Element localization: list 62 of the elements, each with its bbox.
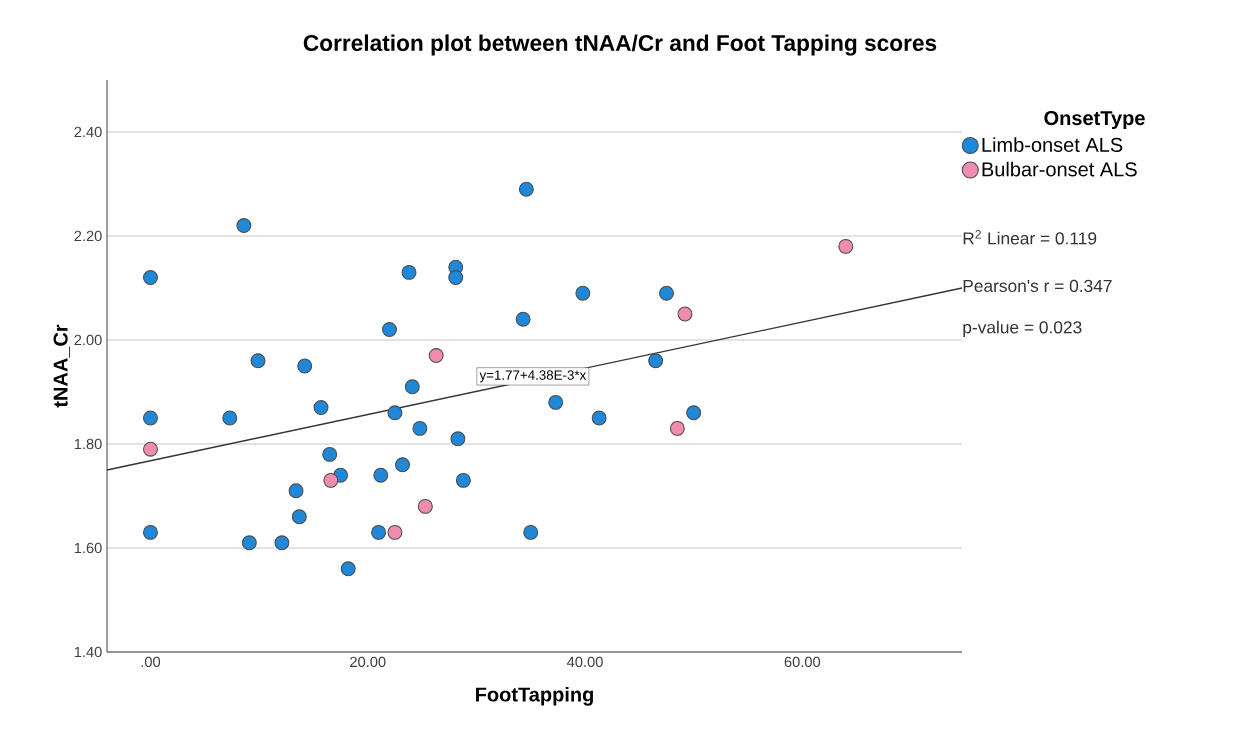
point: [455, 472, 471, 488]
point: [838, 238, 854, 254]
point: [575, 285, 591, 301]
point: [548, 394, 564, 410]
point: [274, 535, 290, 551]
y-tick-label: 1.40: [74, 646, 102, 658]
point: [297, 358, 313, 374]
point: [591, 410, 607, 426]
point: [417, 498, 433, 514]
point: [313, 400, 329, 416]
text: R$^{2}$ Linear = 0.119: [963, 230, 1097, 245]
point: [142, 410, 158, 426]
y-tick-label: 2.20: [74, 230, 102, 242]
point: [371, 524, 387, 540]
legend-title: OnsetType: [1044, 110, 1145, 130]
point: [450, 431, 466, 447]
point: [404, 379, 420, 395]
x-tick-label: 60.00: [784, 656, 821, 668]
point: [222, 410, 238, 426]
point: [648, 353, 664, 369]
point: [241, 535, 257, 551]
point: [142, 441, 158, 457]
point: [387, 524, 403, 540]
point: [412, 420, 428, 436]
point: [428, 348, 444, 364]
text: Pearson's r = 0.347: [963, 279, 1112, 293]
legend-label: Bulbar-onset ALS: [982, 161, 1137, 177]
point: [669, 420, 685, 436]
y-tick-label: 2.40: [74, 126, 102, 138]
point: [142, 270, 158, 286]
point: [518, 181, 534, 197]
point: [401, 264, 417, 280]
y-tick-label: 1.80: [74, 438, 102, 450]
point: [142, 524, 158, 540]
x-tick-label: .00: [141, 656, 161, 668]
point: [659, 285, 674, 301]
point: [291, 509, 307, 525]
x-tick-label: 20.00: [350, 656, 386, 668]
point: [373, 467, 389, 483]
point: [323, 472, 339, 488]
point: [515, 311, 531, 327]
point: [677, 306, 693, 322]
point: [387, 405, 403, 421]
point: [236, 218, 252, 234]
point: [288, 483, 304, 499]
x-tick-label: 40.00: [567, 656, 603, 668]
annotation: y=1.77+4.38E-3*x: [479, 370, 587, 383]
point: [523, 524, 539, 540]
y-tick-label: 1.60: [74, 542, 102, 554]
chart-title: Correlation plot between tNAA/Cr and Foot Tapping scores: [303, 34, 937, 56]
point: [395, 457, 410, 473]
point: [322, 446, 338, 462]
x-axis-title: FootTapping: [476, 686, 593, 706]
text: p-value = 0.023: [963, 320, 1082, 337]
point: [340, 561, 356, 577]
point: [250, 353, 266, 369]
y-axis-title: tNAA_Cr: [53, 324, 70, 408]
point: [448, 270, 464, 286]
y-tick-label: 2.00: [74, 334, 102, 346]
point: [382, 322, 397, 338]
point: [686, 405, 702, 421]
legend-label: Limb-onset ALS: [982, 137, 1123, 152]
